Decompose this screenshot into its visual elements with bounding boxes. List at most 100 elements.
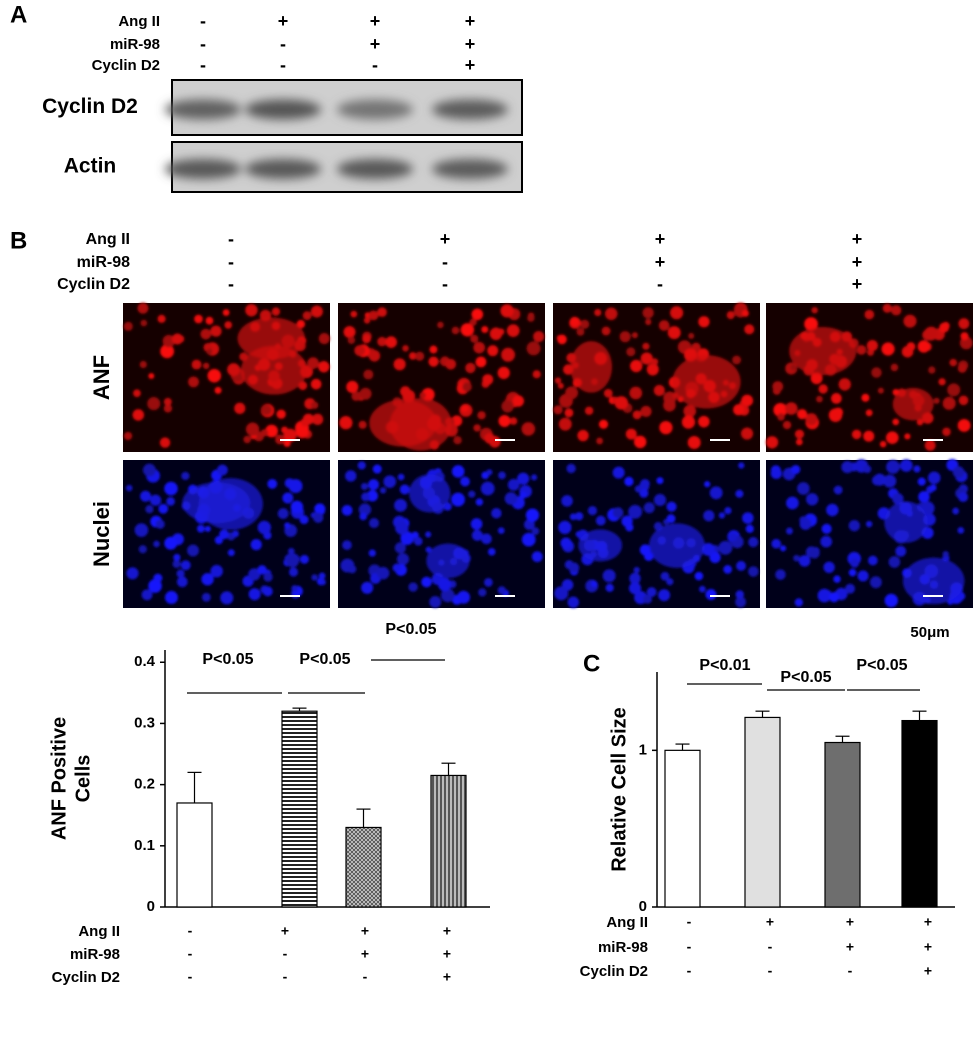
cell: [795, 438, 803, 446]
cell: [421, 576, 432, 588]
cell: [440, 588, 455, 603]
cell-cluster: [789, 327, 857, 376]
cell: [147, 397, 161, 411]
cell: [584, 406, 594, 415]
blot-band: [165, 159, 241, 179]
cell: [307, 357, 319, 369]
condition-sign: -: [363, 969, 368, 985]
cell: [666, 578, 674, 586]
condition-sign: +: [846, 914, 854, 930]
cell: [838, 378, 851, 391]
cell: [883, 474, 897, 488]
bar: [901, 719, 938, 908]
cell: [392, 563, 401, 572]
cell: [158, 503, 169, 514]
cell: [901, 345, 914, 358]
cell: [568, 562, 580, 574]
cell: [890, 363, 899, 372]
cell: [574, 512, 584, 521]
cell: [646, 363, 659, 376]
cell: [890, 305, 902, 316]
condition-sign: +: [278, 11, 289, 31]
cell: [658, 320, 670, 331]
bar: [664, 749, 701, 908]
cell: [497, 586, 506, 595]
cell: [487, 548, 496, 556]
cell: [830, 393, 842, 404]
cell: [245, 422, 260, 436]
cell: [718, 540, 733, 555]
cell: [601, 326, 611, 336]
cell: [142, 463, 156, 477]
cell: [596, 437, 604, 445]
cell: [248, 588, 261, 601]
condition-sign: +: [465, 11, 476, 31]
condition-sign: -: [442, 252, 448, 272]
cell: [947, 383, 961, 397]
blot-band: [245, 159, 321, 179]
cell: [419, 392, 426, 399]
cell: [357, 461, 366, 470]
cell: [595, 515, 606, 526]
cell: [173, 553, 181, 562]
cell: [220, 591, 234, 605]
cell: [821, 523, 832, 534]
significance-label: P<0.01: [699, 657, 750, 674]
cell: [437, 321, 444, 329]
cell: [917, 477, 926, 486]
condition-label: Cyclin D2: [580, 963, 648, 980]
cell: [892, 418, 900, 426]
cell: [532, 370, 541, 379]
cell: [960, 332, 969, 341]
cell: [733, 404, 745, 416]
panel-label: A: [10, 1, 27, 28]
cell: [625, 428, 637, 440]
cell: [869, 576, 882, 589]
cell: [560, 537, 572, 549]
cell: [288, 479, 303, 494]
blot-bands: [165, 159, 508, 179]
cell-cluster: [902, 557, 965, 605]
cell: [487, 345, 499, 357]
cell: [557, 334, 567, 345]
cell: [569, 513, 577, 521]
cell: [933, 397, 940, 404]
condition-sign: -: [687, 939, 692, 955]
cell: [164, 590, 178, 604]
cell: [484, 433, 495, 444]
cell-cluster: [369, 399, 437, 447]
cell: [786, 496, 799, 510]
cell: [884, 593, 899, 608]
cell: [360, 482, 369, 491]
cell: [594, 308, 602, 317]
cell: [531, 527, 540, 536]
cell: [362, 334, 371, 344]
cell: [863, 465, 872, 474]
cells: [340, 461, 543, 608]
cell: [603, 388, 613, 398]
cell: [207, 368, 222, 383]
cell: [300, 417, 310, 427]
cell: [126, 567, 139, 580]
cell: [210, 564, 223, 578]
cell-cluster: [578, 529, 623, 562]
condition-sign: -: [200, 34, 206, 54]
cell: [558, 417, 572, 431]
cell: [794, 429, 805, 439]
cell: [299, 554, 309, 564]
error-bar: [187, 771, 202, 803]
cell: [214, 536, 224, 545]
blot-band: [245, 99, 321, 120]
cell: [640, 405, 652, 418]
cell: [498, 471, 506, 480]
cell: [478, 588, 487, 597]
condition-sign: +: [846, 939, 854, 955]
cell: [497, 527, 505, 534]
cell-cluster: [426, 543, 470, 579]
cell: [140, 490, 152, 502]
y-axis-label: ANF Positive: [48, 717, 70, 840]
cell: [498, 414, 511, 428]
cell: [533, 330, 545, 343]
cell: [833, 575, 841, 583]
